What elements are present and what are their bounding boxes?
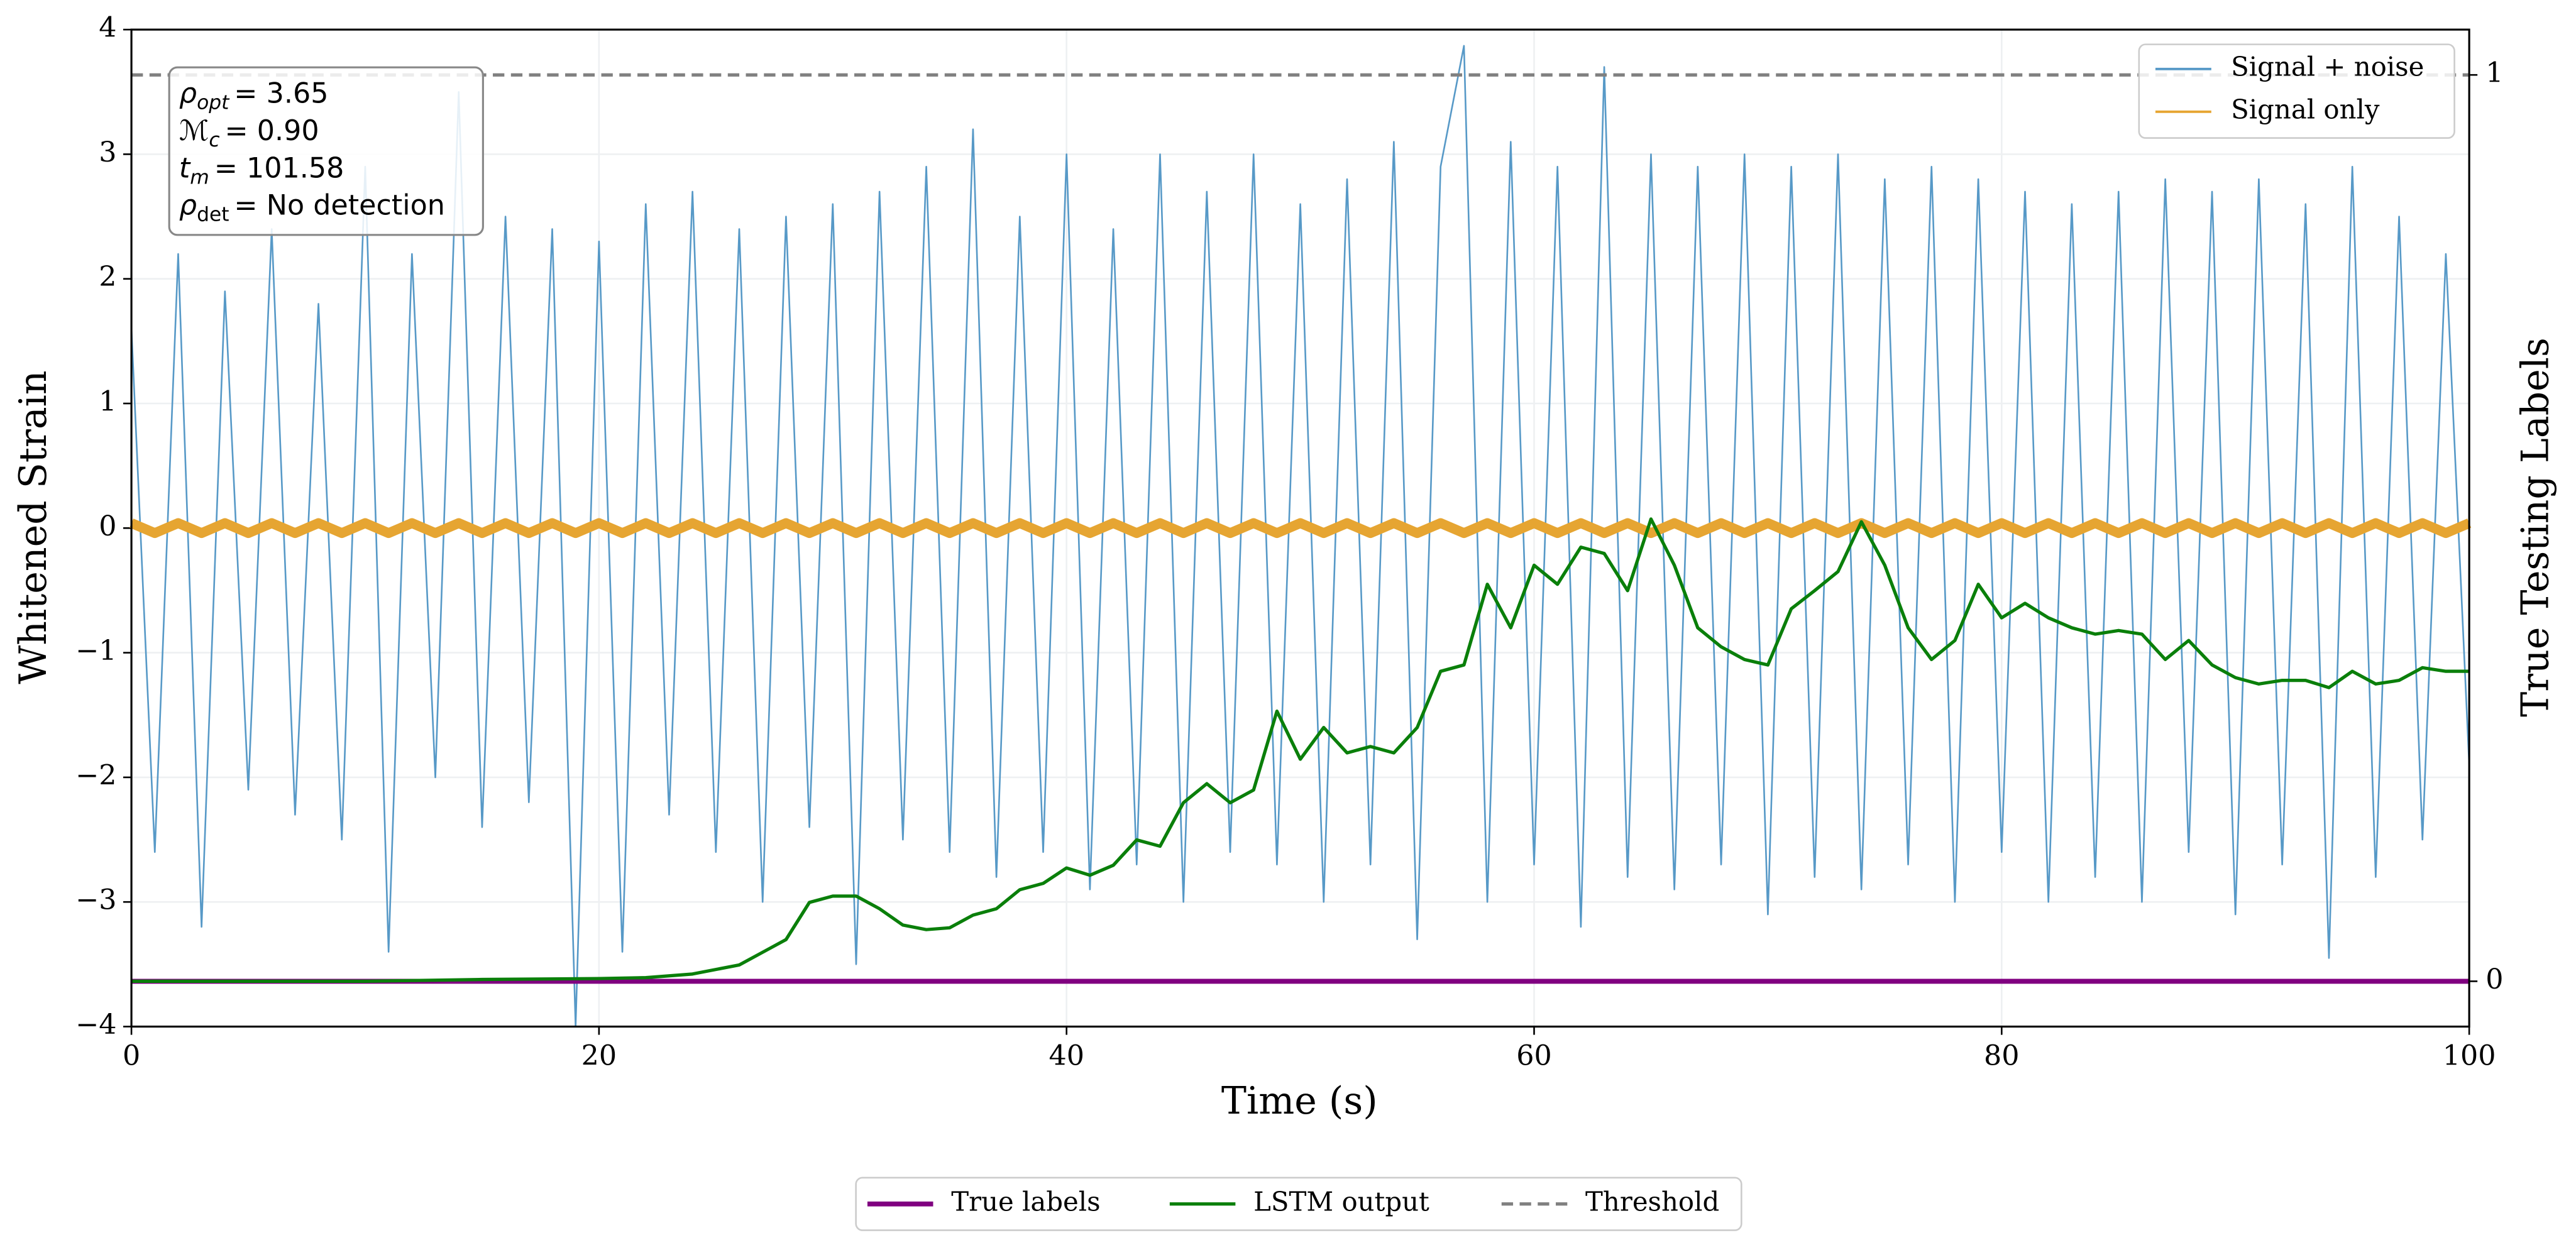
legend-box (2138, 43, 2455, 139)
annotation-symbol: ρ (179, 190, 197, 222)
y-tick-label: 0 (99, 510, 116, 542)
x-tick-label: 80 (1984, 1040, 2020, 1072)
legend-label: Threshold (1585, 1186, 1719, 1217)
y-tick-label: 3 (99, 136, 116, 168)
y-tick-label: 1 (99, 386, 116, 418)
annotation-symbol: t (179, 152, 191, 184)
legend-label: True labels (951, 1186, 1100, 1217)
x-tick-label: 20 (581, 1040, 617, 1072)
y-tick-label: −3 (75, 884, 116, 916)
annotation-value: = No detection (234, 190, 445, 222)
annotation-subscript: opt (197, 92, 230, 114)
annotation-line: ℳc = 0.90 (179, 115, 319, 151)
annotation-value: = 3.65 (234, 78, 328, 110)
x-tick-label: 60 (1516, 1040, 1552, 1072)
y-tick-label: −2 (75, 759, 116, 791)
annotation-box (168, 66, 484, 236)
y2-tick-label: 0 (2485, 963, 2503, 995)
y2-tick-label: 1 (2485, 57, 2503, 89)
line-series (130, 45, 2470, 1028)
plot-frame (130, 28, 2470, 1028)
annotation-subscript: det (197, 204, 229, 226)
legend-label: Signal + noise (2231, 51, 2424, 82)
annotation-line: ρdet = No detection (179, 190, 445, 226)
annotation-line: ρopt = 3.65 (179, 78, 329, 114)
legend-box (855, 1176, 1742, 1231)
legend-label: LSTM output (1253, 1186, 1429, 1217)
annotation-subscript: c (209, 129, 219, 151)
y2-axis-label: True Testing Labels (2513, 337, 2557, 717)
annotation-subscript: m (190, 166, 209, 189)
y-tick-label: −1 (75, 635, 116, 667)
y-tick-label: 2 (99, 261, 116, 293)
annotation-value: = 0.90 (224, 115, 319, 147)
y-axis-label: Whitened Strain (11, 370, 55, 684)
x-axis-label: Time (s) (1221, 1079, 1378, 1123)
x-tick-label: 0 (123, 1040, 140, 1072)
annotation-symbol: ρ (179, 78, 197, 110)
x-tick-label: 100 (2443, 1040, 2496, 1072)
y-tick-label: 4 (99, 12, 116, 44)
annotation-line: tm = 101.58 (179, 152, 344, 189)
x-tick-label: 40 (1049, 1040, 1084, 1072)
legend-label: Signal only (2231, 94, 2380, 124)
y-tick-label: −4 (75, 1009, 116, 1041)
annotation-symbol: ℳ (179, 115, 209, 147)
line-series (131, 517, 2470, 984)
line-series (129, 518, 2472, 539)
annotation-value: = 101.58 (214, 152, 344, 184)
